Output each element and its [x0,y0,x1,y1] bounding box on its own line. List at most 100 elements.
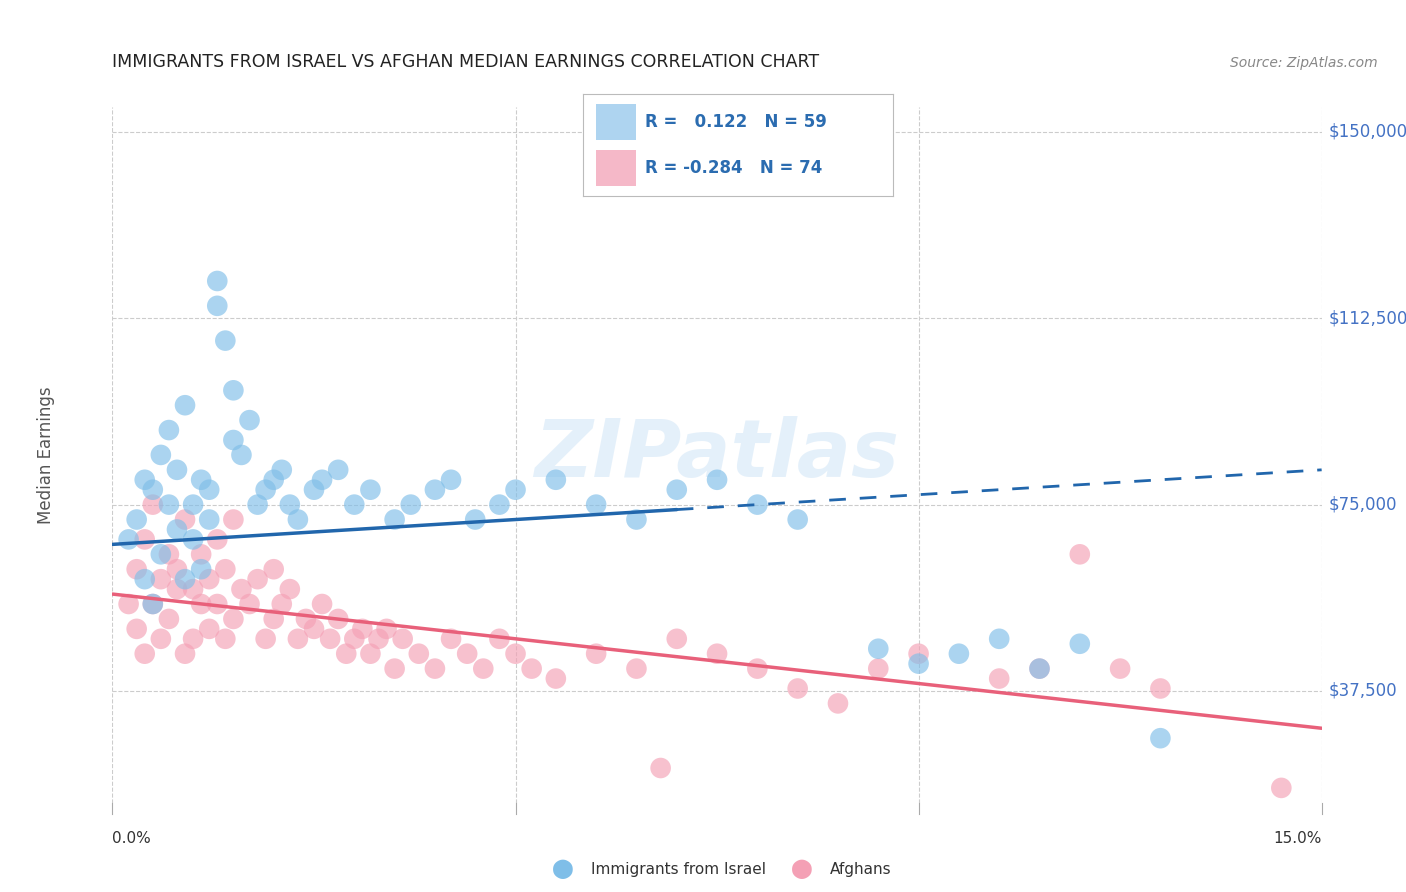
Point [505,647,527,661]
Point [181,533,204,547]
Point [149,547,172,561]
Point [174,572,197,586]
Text: $112,500: $112,500 [1329,310,1406,327]
Point [125,512,148,526]
Point [665,632,688,646]
Point [335,647,357,661]
Point [868,662,890,676]
Point [214,334,236,348]
Point [626,662,648,676]
Point [181,632,204,646]
Point [190,597,212,611]
Text: $75,000: $75,000 [1329,496,1398,514]
Point [747,662,769,676]
Point [1149,731,1171,746]
Point [384,512,406,526]
Text: 15.0%: 15.0% [1274,831,1322,846]
Point [174,647,197,661]
Point [263,473,285,487]
Point [149,632,172,646]
Point [328,612,350,626]
Point [142,483,165,497]
Point [134,572,156,586]
Text: R =   0.122   N = 59: R = 0.122 N = 59 [645,113,827,131]
Point [1028,662,1050,676]
Point [868,641,890,656]
Point [375,622,398,636]
Point [359,647,381,661]
Point [157,423,180,437]
Point [585,498,607,512]
Point [222,512,245,526]
Point [214,562,236,576]
Point [157,547,180,561]
Point [988,632,1011,646]
Point [142,597,165,611]
Point [134,473,156,487]
Point [544,473,567,487]
Point [907,647,929,661]
Point [488,632,510,646]
Point [488,498,510,512]
Bar [596,104,636,140]
Point [1109,662,1132,676]
Text: $37,500: $37,500 [1329,682,1398,700]
Point [747,498,769,512]
Point [423,662,446,676]
Point [181,582,204,596]
Point [246,572,269,586]
Point [1149,681,1171,696]
Point [706,647,728,661]
Point [181,498,204,512]
Point [142,498,165,512]
Point [166,523,188,537]
Point [423,483,446,497]
Point [157,498,180,512]
Text: 0.0%: 0.0% [112,831,152,846]
Point [1028,662,1050,676]
Point [399,498,422,512]
Point [391,632,413,646]
Point [278,582,301,596]
Point [174,398,197,412]
Point [319,632,342,646]
Point [198,622,221,636]
Point [166,582,188,596]
Point [190,562,212,576]
Point [367,632,389,646]
Point [464,512,486,526]
Point [190,473,212,487]
Point [231,448,253,462]
Point [311,597,333,611]
Point [311,473,333,487]
Point [117,533,139,547]
Point [214,632,236,646]
Point [706,473,728,487]
Point [254,483,277,497]
Bar [596,150,636,186]
Point [359,483,381,497]
Point [1069,547,1091,561]
Point [270,597,292,611]
Point [456,647,478,661]
Point [207,274,229,288]
Point [125,562,148,576]
Point [222,433,245,447]
Point [786,512,808,526]
Point [650,761,672,775]
Point [166,463,188,477]
Point [988,672,1011,686]
Point [343,632,366,646]
Point [198,572,221,586]
Point [343,498,366,512]
Text: Immigrants from Israel: Immigrants from Israel [591,863,765,877]
Point [472,662,495,676]
Point [134,533,156,547]
Point [302,622,325,636]
Text: Afghans: Afghans [830,863,891,877]
Point [207,597,229,611]
Point [149,572,172,586]
Point [520,662,543,676]
Point [1270,780,1292,795]
Point [665,483,688,497]
